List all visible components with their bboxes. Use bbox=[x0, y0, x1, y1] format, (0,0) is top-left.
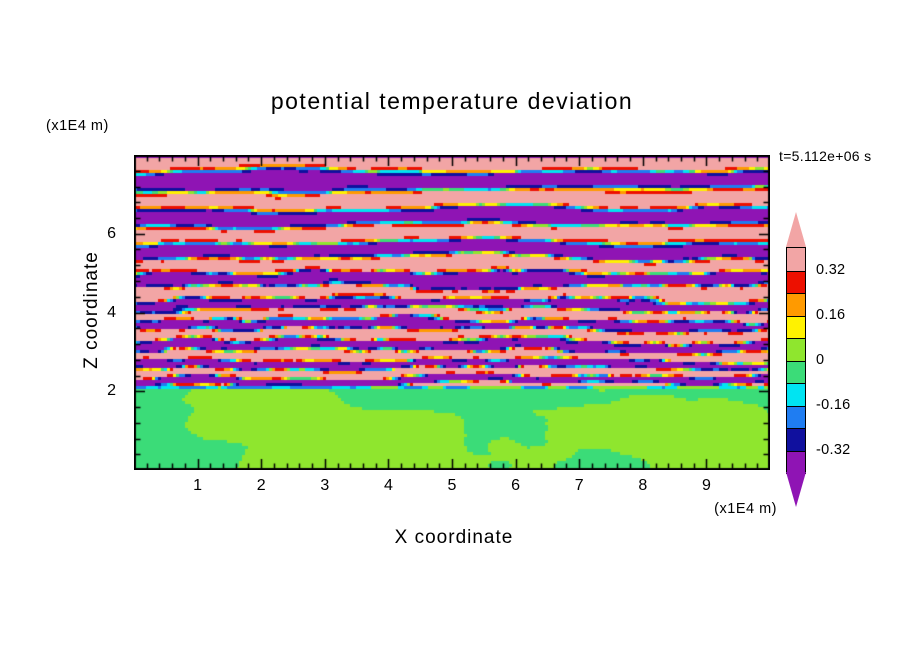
colorbar-tick-label: 0 bbox=[816, 351, 825, 368]
colorbar-tick-label: 0.16 bbox=[816, 306, 846, 323]
colorbar-segment bbox=[787, 383, 805, 406]
colorbar-tick-label: -0.16 bbox=[816, 396, 851, 413]
y-tick-label: 4 bbox=[107, 303, 116, 321]
colorbar-segment bbox=[787, 338, 805, 361]
x-tick-label: 4 bbox=[383, 477, 393, 494]
x-axis-unit-label: (x1E4 m) bbox=[714, 501, 777, 517]
x-tick-label: 1 bbox=[193, 477, 203, 494]
y-tick-label: 6 bbox=[107, 224, 116, 242]
chart-title: potential temperature deviation bbox=[270, 88, 634, 114]
colorbar-segment bbox=[787, 405, 805, 428]
heatmap-plot bbox=[134, 155, 770, 470]
x-tick-label: 8 bbox=[638, 477, 648, 494]
colorbar: 0.32 0.16 0 -0.16 -0.32 bbox=[786, 212, 850, 507]
colorbar-segment bbox=[787, 315, 805, 338]
x-tick-label: 9 bbox=[701, 477, 711, 494]
x-tick-label: 7 bbox=[574, 477, 584, 494]
x-tick-label: 2 bbox=[256, 477, 266, 494]
colorbar-segment bbox=[787, 270, 805, 293]
colorbar-bottom-arrow bbox=[786, 472, 806, 507]
x-tick-label: 3 bbox=[320, 477, 330, 494]
colorbar-segment bbox=[787, 360, 805, 383]
colorbar-tick-label: 0.32 bbox=[816, 261, 846, 278]
colorbar-tick-label: -0.32 bbox=[816, 441, 851, 458]
x-axis-title: X coordinate bbox=[394, 527, 514, 548]
time-label: t=5.112e+06 s bbox=[779, 148, 872, 164]
colorbar-segment bbox=[787, 293, 805, 316]
x-tick-label: 5 bbox=[447, 477, 457, 494]
colorbar-segment bbox=[787, 450, 805, 473]
colorbar-segment bbox=[787, 248, 805, 271]
colorbar-segment bbox=[787, 428, 805, 451]
y-axis-unit-label: (x1E4 m) bbox=[46, 118, 109, 134]
colorbar-segments bbox=[786, 247, 806, 474]
y-tick-label: 2 bbox=[107, 382, 116, 400]
colorbar-top-arrow bbox=[786, 212, 806, 247]
x-tick-label: 6 bbox=[511, 477, 521, 494]
